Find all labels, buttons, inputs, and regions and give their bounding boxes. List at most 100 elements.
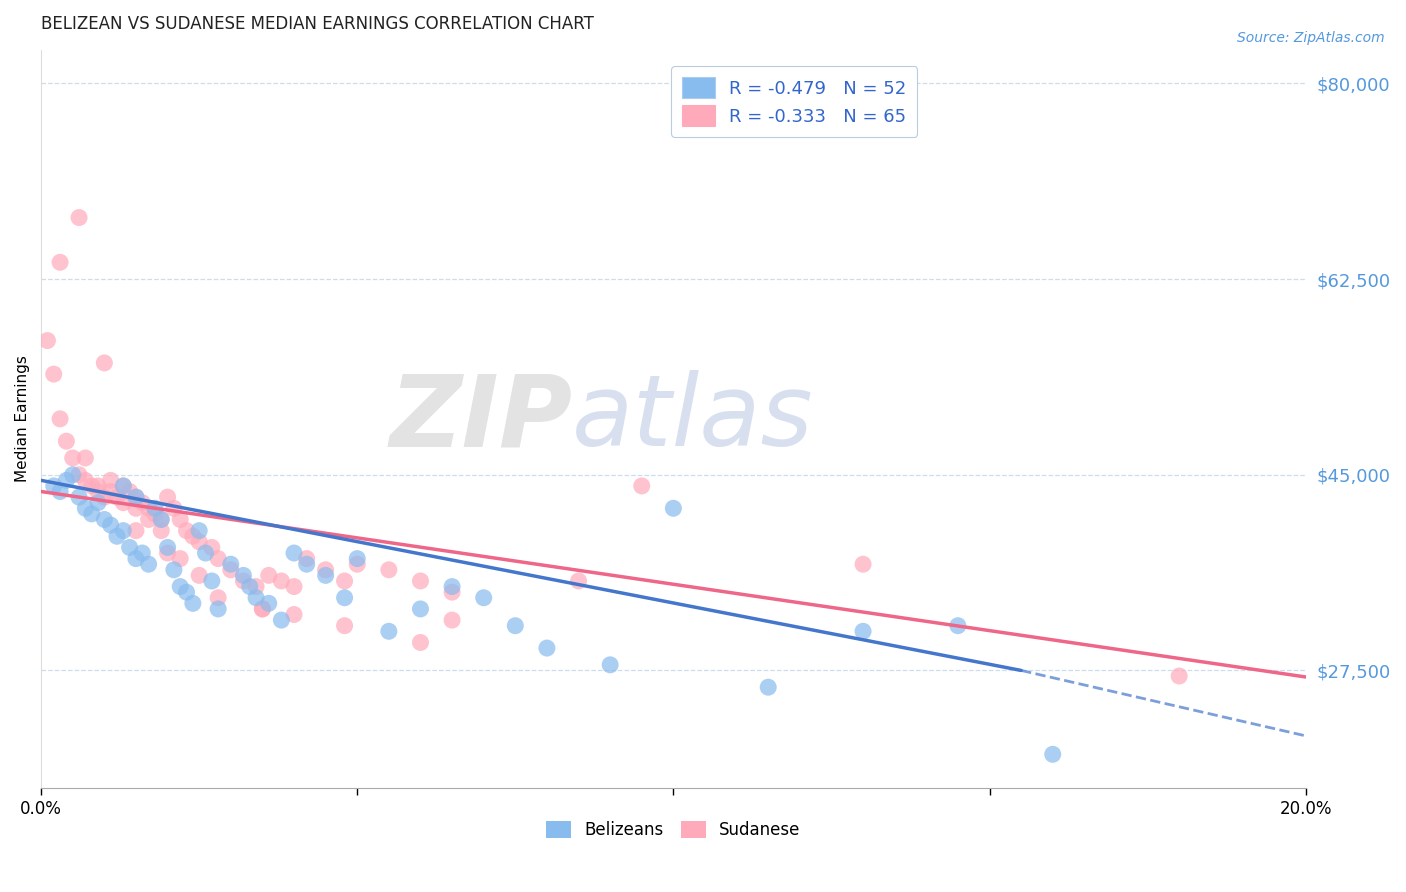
Point [852, 558, 875, 572]
Point [80, 479, 103, 493]
Point [125, 524, 148, 538]
Point [37, 334, 59, 348]
Point [232, 574, 254, 588]
Point [169, 580, 191, 594]
Point [49, 412, 72, 426]
Point [125, 490, 148, 504]
Point [62, 450, 84, 465]
Point [138, 558, 160, 572]
Point [181, 529, 204, 543]
Point [87, 496, 110, 510]
Text: BELIZEAN VS SUDANESE MEDIAN EARNINGS CORRELATION CHART: BELIZEAN VS SUDANESE MEDIAN EARNINGS COR… [41, 15, 593, 33]
Point [125, 490, 148, 504]
Point [1042, 747, 1064, 762]
Point [270, 574, 292, 588]
Point [194, 546, 217, 560]
Point [295, 558, 318, 572]
Point [118, 484, 141, 499]
Point [156, 541, 179, 555]
Point [156, 546, 179, 560]
Point [219, 563, 242, 577]
Point [441, 585, 464, 599]
Point [409, 635, 432, 649]
Point [333, 618, 356, 632]
Point [245, 591, 267, 605]
Point [245, 580, 267, 594]
Text: Source: ZipAtlas.com: Source: ZipAtlas.com [1237, 31, 1385, 45]
Point [75, 501, 97, 516]
Point [93, 512, 115, 526]
Point [87, 479, 110, 493]
Point [49, 484, 72, 499]
Point [201, 541, 224, 555]
Point [315, 568, 337, 582]
Point [55, 434, 77, 449]
Point [93, 490, 115, 504]
Point [409, 602, 432, 616]
Point [67, 211, 90, 225]
Point [163, 563, 186, 577]
Point [207, 591, 229, 605]
Point [150, 524, 173, 538]
Point [333, 574, 356, 588]
Point [756, 680, 779, 694]
Point [662, 501, 685, 516]
Point [1168, 669, 1191, 683]
Point [599, 657, 621, 672]
Point [143, 501, 166, 516]
Point [630, 479, 652, 493]
Point [105, 529, 128, 543]
Point [75, 450, 97, 465]
Point [138, 501, 160, 516]
Point [333, 591, 356, 605]
Point [67, 467, 90, 482]
Point [283, 546, 305, 560]
Point [156, 490, 179, 504]
Point [163, 501, 186, 516]
Point [239, 580, 262, 594]
Point [257, 596, 280, 610]
Point [946, 618, 969, 632]
Point [93, 356, 115, 370]
Point [505, 618, 527, 632]
Point [80, 507, 103, 521]
Point [207, 602, 229, 616]
Point [219, 558, 242, 572]
Point [378, 563, 401, 577]
Point [100, 484, 122, 499]
Point [852, 624, 875, 639]
Point [270, 613, 292, 627]
Point [441, 613, 464, 627]
Point [67, 490, 90, 504]
Point [536, 641, 558, 656]
Point [125, 501, 148, 516]
Point [49, 255, 72, 269]
Point [125, 551, 148, 566]
Point [138, 512, 160, 526]
Point [207, 551, 229, 566]
Point [176, 585, 198, 599]
Point [257, 568, 280, 582]
Point [283, 580, 305, 594]
Point [100, 518, 122, 533]
Point [112, 496, 135, 510]
Point [55, 473, 77, 487]
Point [295, 551, 318, 566]
Point [346, 551, 368, 566]
Point [232, 568, 254, 582]
Point [131, 546, 153, 560]
Point [188, 524, 211, 538]
Point [472, 591, 495, 605]
Point [150, 512, 173, 526]
Point [150, 512, 173, 526]
Point [42, 367, 65, 381]
Y-axis label: Median Earnings: Median Earnings [15, 355, 30, 483]
Point [112, 479, 135, 493]
Point [567, 574, 589, 588]
Point [105, 490, 128, 504]
Point [131, 496, 153, 510]
Point [100, 473, 122, 487]
Text: ZIP: ZIP [389, 370, 572, 467]
Point [169, 551, 191, 566]
Point [283, 607, 305, 622]
